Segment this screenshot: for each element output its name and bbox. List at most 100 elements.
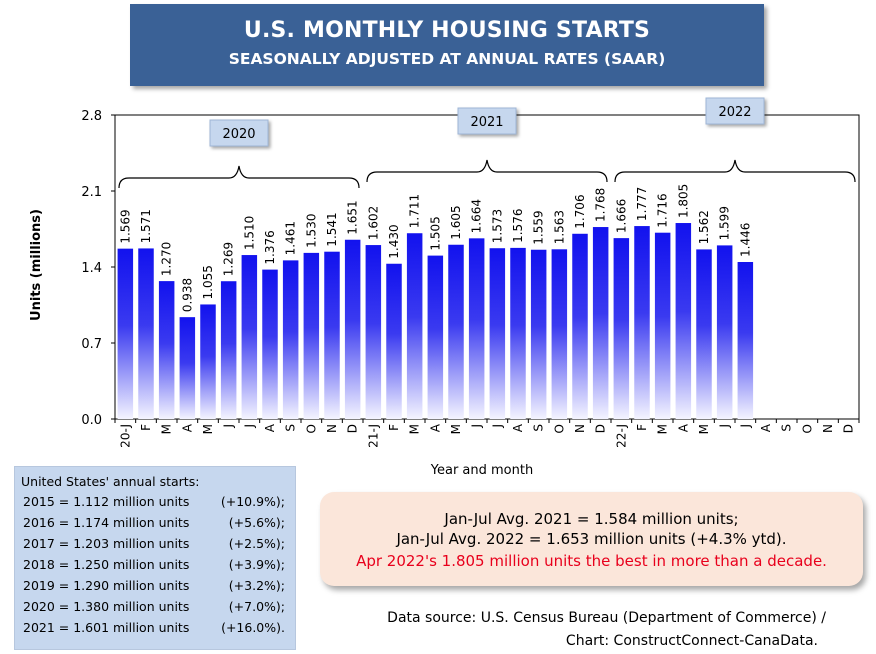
annual-row: 2015 = 1.112 million units (+10.9%);: [23, 494, 285, 514]
x-tick-label: D: [842, 424, 856, 433]
x-tick-label: F: [139, 424, 153, 431]
year-label-box: [457, 107, 517, 135]
annual-row-pct: (+3.9%);: [228, 557, 285, 572]
bar: [220, 281, 237, 419]
y-tick-label: 0.0: [81, 413, 102, 428]
x-tick-label: M: [160, 424, 174, 434]
annual-row-text: 2020 = 1.380 million units: [23, 599, 190, 614]
data-source-line: Data source: U.S. Census Bureau (Departm…: [387, 610, 826, 626]
data-label: 1.446: [738, 223, 752, 257]
annual-starts-header: United States' annual starts:: [21, 474, 200, 489]
data-label: 1.599: [718, 206, 732, 240]
x-tick-label: S: [284, 424, 298, 432]
bar: [696, 249, 712, 419]
data-label: 1.711: [408, 194, 422, 228]
bar: [303, 252, 320, 419]
bar: [489, 248, 506, 419]
annual-row-text: 2017 = 1.203 million units: [23, 536, 190, 551]
data-label: 1.510: [242, 216, 256, 250]
bar: [138, 248, 154, 419]
bar: [572, 233, 588, 419]
data-label: 1.573: [490, 209, 504, 243]
year-label: 2022: [718, 105, 751, 120]
x-tick-label: S: [532, 424, 546, 432]
bar: [592, 227, 609, 419]
annual-row: 2017 = 1.203 million units (+2.5%);: [23, 536, 285, 556]
data-label: 1.805: [676, 184, 690, 218]
year-brace: [614, 159, 856, 183]
x-tick-label: M: [408, 424, 422, 434]
x-tick-label: F: [635, 424, 649, 431]
annual-row-pct: (+16.0%).: [221, 620, 285, 635]
x-tick-label: A: [676, 423, 690, 432]
bar: [675, 223, 692, 419]
bar: [282, 260, 299, 419]
averages-callout: Jan-Jul Avg. 2021 = 1.584 million units;…: [320, 492, 863, 586]
year-brace: [366, 159, 608, 183]
annual-row-pct: (+2.5%);: [228, 536, 285, 551]
data-label: 1.055: [201, 265, 215, 299]
bar: [344, 239, 361, 419]
x-tick-label: A: [759, 423, 773, 432]
bar: [448, 244, 464, 419]
x-tick-label: 21-J: [366, 424, 380, 448]
x-tick-label: J: [222, 424, 236, 429]
data-label: 1.777: [635, 187, 649, 221]
data-label: 1.602: [366, 206, 380, 240]
bar-chart: 1.569 1.571 1.270 0.938 1.055 1.269 1.510 1.376…: [29, 97, 860, 478]
data-label: 1.461: [284, 221, 298, 255]
bar: [468, 238, 485, 419]
bar: [200, 304, 216, 419]
bar: [324, 251, 340, 419]
chart-subtitle: SEASONALLY ADJUSTED AT ANNUAL RATES (SAA…: [228, 50, 666, 68]
x-tick-label: N: [325, 424, 339, 433]
data-label: 1.530: [304, 214, 318, 248]
x-tick-label: O: [552, 424, 566, 433]
annual-row: 2021 = 1.601 million units (+16.0%).: [23, 620, 285, 640]
data-label: 1.559: [532, 210, 546, 244]
data-label: 1.664: [470, 199, 484, 233]
chart-title: U.S. MONTHLY HOUSING STARTS: [243, 18, 651, 43]
bar: [427, 255, 444, 419]
bar: [158, 281, 175, 419]
x-tick-label: S: [780, 424, 794, 432]
data-label: 1.562: [697, 210, 711, 244]
chart-title-banner: U.S. MONTHLY HOUSING STARTS SEASONALLY A…: [130, 4, 764, 86]
bar: [406, 233, 423, 419]
data-label: 1.376: [263, 230, 277, 264]
annual-row: 2019 = 1.290 million units (+3.2%);: [23, 578, 285, 598]
x-tick-label: J: [490, 424, 504, 429]
highlight-line: Apr 2022's 1.805 million units the best …: [356, 552, 827, 570]
x-tick-label: A: [428, 423, 442, 432]
x-tick-label: F: [387, 424, 401, 431]
x-axis-title: Year and month: [430, 463, 533, 478]
data-label: 1.505: [428, 216, 442, 250]
annual-row-text: 2016 = 1.174 million units: [23, 515, 190, 530]
data-label: 1.666: [614, 199, 628, 233]
annual-row-text: 2021 = 1.601 million units: [23, 620, 190, 635]
bar: [716, 245, 733, 419]
annual-row-text: 2019 = 1.290 million units: [23, 578, 190, 593]
y-tick-label: 2.8: [81, 109, 102, 124]
data-label: 1.430: [387, 224, 401, 258]
bar: [737, 262, 754, 419]
data-label: 1.569: [118, 209, 132, 243]
x-tick-label: J: [738, 424, 752, 429]
annual-row-pct: (+10.9%);: [220, 494, 285, 509]
x-tick-label: D: [346, 424, 360, 433]
bar: [510, 247, 526, 419]
x-tick-label: D: [594, 424, 608, 433]
bar: [634, 226, 650, 419]
annual-row: 2018 = 1.250 million units (+3.9%);: [23, 557, 285, 577]
annual-row-text: 2015 = 1.112 million units: [23, 494, 190, 509]
bar: [386, 263, 402, 419]
annual-starts-box: United States' annual starts: 2015 = 1.1…: [14, 466, 296, 650]
annual-row: 2020 = 1.380 million units (+7.0%);: [23, 599, 285, 619]
y-tick-label: 2.1: [81, 185, 102, 200]
y-tick-label: 0.7: [81, 337, 102, 352]
x-tick-label: J: [470, 424, 484, 429]
year-label-box: [705, 97, 765, 125]
bar: [262, 269, 278, 419]
annual-row-pct: (+3.2%);: [228, 578, 285, 593]
chart-credit-line: Chart: ConstructConnect-CanaData.: [565, 633, 818, 649]
